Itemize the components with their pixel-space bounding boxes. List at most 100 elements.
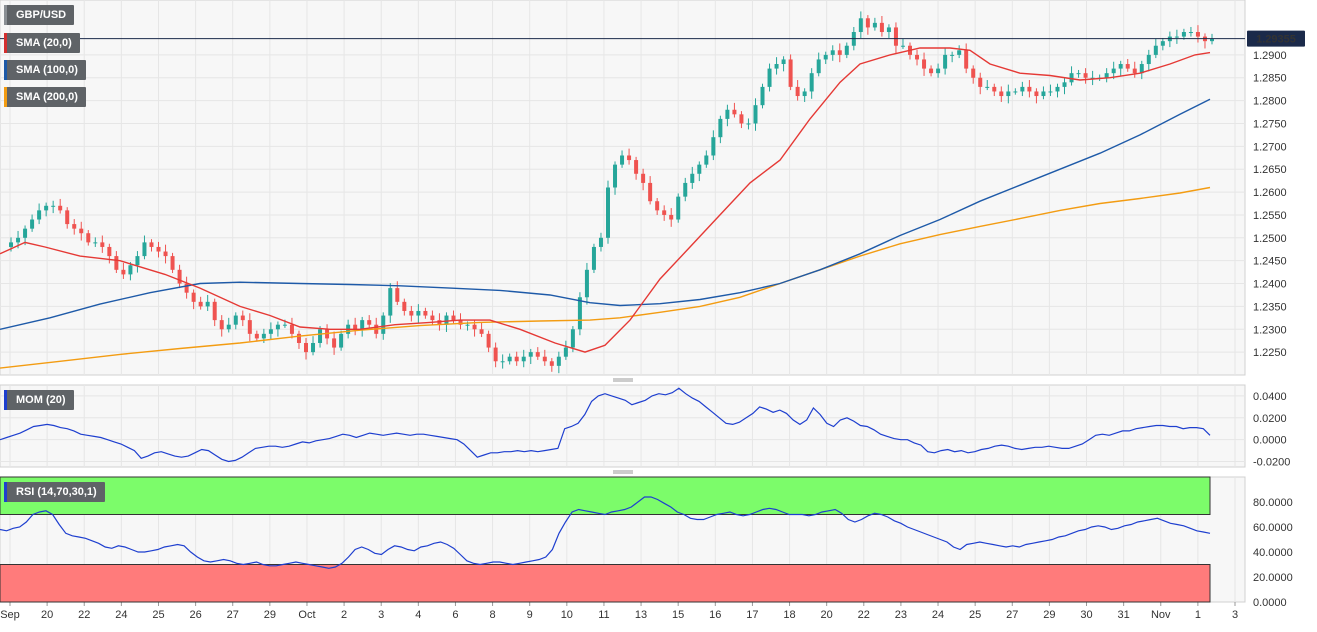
candle-up: [16, 237, 21, 243]
candle-down: [163, 251, 168, 257]
candle-up: [950, 54, 955, 56]
x-tick-label: 3: [1232, 609, 1238, 621]
legend-sma20[interactable]: SMA (20,0): [4, 33, 80, 53]
candle-down: [423, 310, 428, 316]
candle-up: [858, 18, 863, 33]
sma20-swatch: [4, 33, 7, 53]
candle-up: [500, 361, 505, 363]
candle-up: [774, 64, 779, 69]
x-tick-label: 9: [527, 609, 533, 621]
price-tick-label: 1.2550: [1253, 210, 1287, 222]
candle-down: [395, 288, 400, 302]
sma20-line: [0, 47, 1211, 353]
candle-down: [739, 114, 744, 124]
mom-panel-frame: [0, 384, 1246, 468]
candle-down: [304, 342, 308, 353]
candle-up: [1013, 91, 1018, 93]
price-panel-frame: [0, 0, 1246, 376]
candle-down: [795, 86, 800, 97]
candle-down: [865, 18, 870, 28]
candle-down: [732, 109, 737, 115]
candle-up: [528, 352, 533, 357]
candle-up: [711, 137, 716, 156]
mom-tick-label: -0.0200: [1253, 457, 1290, 469]
candle-down: [535, 352, 540, 357]
price-tick-label: 1.2850: [1253, 73, 1287, 85]
candle-down: [191, 292, 196, 302]
candle-down: [289, 324, 294, 334]
candle-up: [676, 196, 681, 220]
legend-sma200[interactable]: SMA (200,0): [4, 87, 86, 107]
x-tick-label: 27: [227, 609, 239, 621]
candle-up: [1041, 91, 1046, 97]
candle-up: [1020, 86, 1025, 92]
symbol-swatch: [4, 5, 7, 25]
candle-down: [65, 210, 70, 225]
candle-up: [809, 73, 814, 92]
mom-tick-label: 0.0400: [1253, 391, 1287, 403]
candle-up: [936, 68, 941, 74]
x-tick-label: Nov: [1151, 609, 1171, 621]
legend-rsi[interactable]: RSI (14,70,30,1): [4, 482, 105, 502]
candle-up: [746, 123, 751, 125]
candle-up: [844, 45, 849, 55]
candle-up: [563, 347, 568, 357]
candle-up: [142, 242, 147, 257]
candle-up: [37, 210, 42, 220]
candle-up: [1076, 73, 1081, 75]
candle-up: [268, 329, 273, 334]
candle-up: [51, 205, 56, 207]
rsi-oversold-zone: [0, 564, 1211, 603]
candle-up: [1160, 41, 1165, 46]
price-tick-label: 1.2250: [1253, 347, 1287, 359]
candle-up: [802, 91, 807, 97]
x-tick-label: 29: [1043, 609, 1055, 621]
x-tick-label: 15: [672, 609, 684, 621]
candle-down: [212, 301, 217, 321]
price-tick-label: 1.2300: [1253, 324, 1287, 336]
candle-up: [1153, 45, 1158, 55]
x-tick-label: 10: [561, 609, 573, 621]
legend-mom[interactable]: MOM (20): [4, 390, 74, 410]
candle-up: [360, 320, 365, 330]
price-tick-label: 1.2450: [1253, 256, 1287, 268]
price-tick-label: 1.2900: [1253, 50, 1287, 62]
x-tick-label: 17: [746, 609, 758, 621]
mom-swatch: [4, 390, 7, 410]
candle-down: [999, 91, 1004, 97]
rsi-overbought-zone: [0, 476, 1211, 515]
candle-down: [184, 283, 189, 293]
candle-down: [879, 22, 884, 33]
candle-up: [282, 324, 287, 326]
sma100-swatch: [4, 60, 7, 80]
rsi-tick-label: 40.0000: [1253, 547, 1293, 559]
price-tick-label: 1.2400: [1253, 279, 1287, 291]
mom-tick-label: 0.0000: [1253, 435, 1287, 447]
last-price-value: 1.29355: [1256, 34, 1296, 46]
candle-up: [465, 324, 470, 326]
candle-up: [1210, 38, 1214, 42]
candle-down: [430, 315, 435, 321]
x-tick-label: 4: [415, 609, 421, 621]
candle-down: [971, 68, 976, 78]
legend-sma100[interactable]: SMA (100,0): [4, 60, 86, 80]
candle-down: [893, 27, 898, 46]
candle-up: [683, 182, 688, 197]
symbol-legend[interactable]: GBP/USD: [4, 5, 75, 25]
candle-down: [978, 77, 983, 87]
candle-down: [655, 201, 660, 211]
candle-up: [1174, 36, 1179, 38]
candle-up: [584, 269, 589, 298]
candle-down: [107, 246, 112, 257]
candle-up: [767, 68, 772, 87]
candle-up: [521, 356, 526, 362]
candle-down: [437, 320, 442, 325]
candle-up: [1146, 54, 1151, 65]
mom-label: MOM (20): [16, 394, 66, 406]
candle-up: [900, 45, 905, 47]
x-tick-label: 18: [783, 609, 795, 621]
price-tick-label: 1.2800: [1253, 96, 1287, 108]
rsi-swatch: [4, 482, 7, 502]
sma200-swatch: [4, 87, 7, 107]
